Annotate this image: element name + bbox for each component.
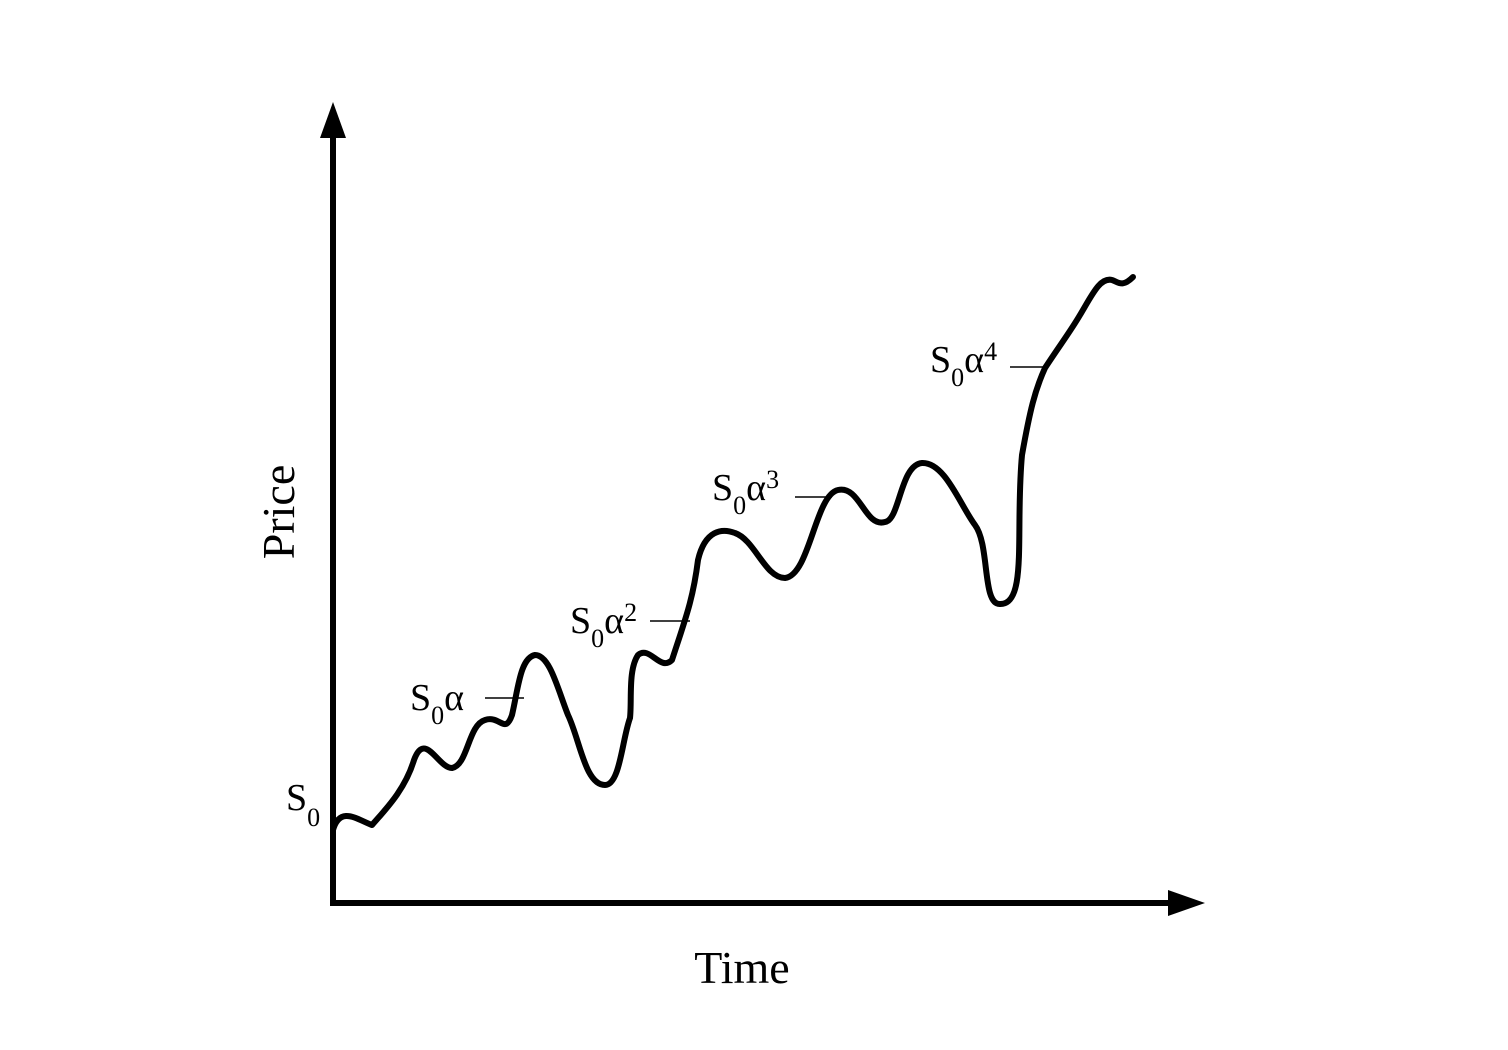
label-s0a3: S0α3: [712, 465, 779, 520]
label-s0: S0: [286, 777, 320, 832]
x-axis-title: Time: [694, 942, 789, 993]
level-ticks: [485, 366, 1048, 699]
label-s0a1: S0α: [410, 677, 464, 730]
x-axis-arrowhead: [1168, 890, 1205, 916]
price-path: [330, 274, 1136, 833]
label-s0a4: S0α4: [930, 337, 997, 392]
y-axis-title: Price: [253, 465, 304, 560]
axes: [320, 102, 1205, 916]
label-s0a2: S0α2: [570, 598, 637, 653]
level-labels: S0 S0α S0α2 S0α3 S0α4: [286, 337, 997, 832]
y-axis-arrowhead: [320, 102, 346, 138]
